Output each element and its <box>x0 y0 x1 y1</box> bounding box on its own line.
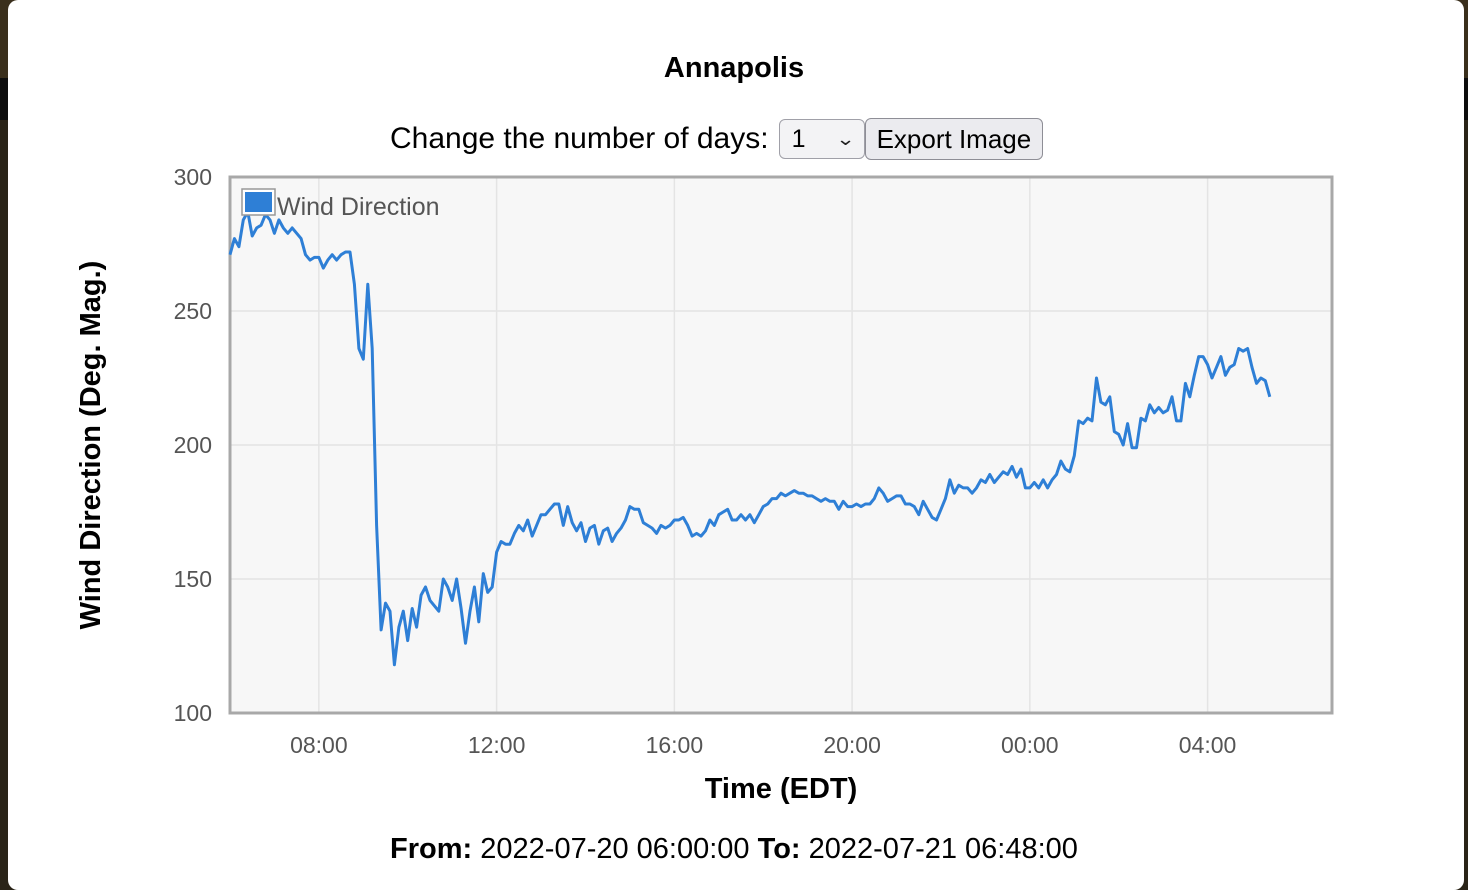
y-tick-label: 250 <box>174 298 212 324</box>
chart-legend: Wind Direction <box>241 188 440 221</box>
y-tick-label: 150 <box>174 566 212 592</box>
days-label: Change the number of days: <box>390 122 769 155</box>
x-tick-label: 08:00 <box>290 732 348 758</box>
series-layer <box>228 210 1272 667</box>
plot-border <box>228 175 1334 715</box>
to-value: 2022-07-21 06:48:00 <box>808 833 1078 865</box>
plot-frame <box>228 175 1334 715</box>
from-label: From: <box>390 833 473 865</box>
to-label: To: <box>757 833 801 865</box>
y-axis-ticks: 100 150 200 250 300 <box>174 164 212 726</box>
legend-swatch <box>245 192 272 212</box>
wind-direction-series-line <box>228 210 1272 667</box>
chart-grid <box>230 176 1332 714</box>
chart-controls: Change the number of days: 1 ⌄ Export Im… <box>390 118 1044 160</box>
y-axis-title: Wind Direction (Deg. Mag.) <box>75 261 107 630</box>
chevron-down-icon: ⌄ <box>836 128 856 149</box>
date-range-footer: From: 2022-07-20 06:00:00 To: 2022-07-21… <box>0 833 1468 866</box>
x-tick-label: 16:00 <box>646 732 704 758</box>
y-tick-label: 100 <box>174 700 212 726</box>
legend-label: Wind Direction <box>277 193 440 221</box>
x-axis-title: Time (EDT) <box>705 773 858 805</box>
x-tick-label: 12:00 <box>468 732 526 758</box>
x-tick-label: 20:00 <box>823 732 881 758</box>
x-tick-label: 00:00 <box>1001 732 1059 758</box>
x-tick-label: 04:00 <box>1179 732 1237 758</box>
y-tick-label: 200 <box>174 432 212 458</box>
from-value: 2022-07-20 06:00:00 <box>480 833 750 865</box>
export-image-button[interactable]: Export Image <box>864 118 1044 160</box>
x-axis-ticks: 08:00 12:00 16:00 20:00 00:00 04:00 <box>290 732 1236 758</box>
chart-title: Annapolis <box>663 52 805 84</box>
days-select[interactable]: 1 ⌄ <box>778 119 865 159</box>
y-tick-label: 300 <box>174 164 212 190</box>
days-select-value: 1 <box>791 124 806 153</box>
